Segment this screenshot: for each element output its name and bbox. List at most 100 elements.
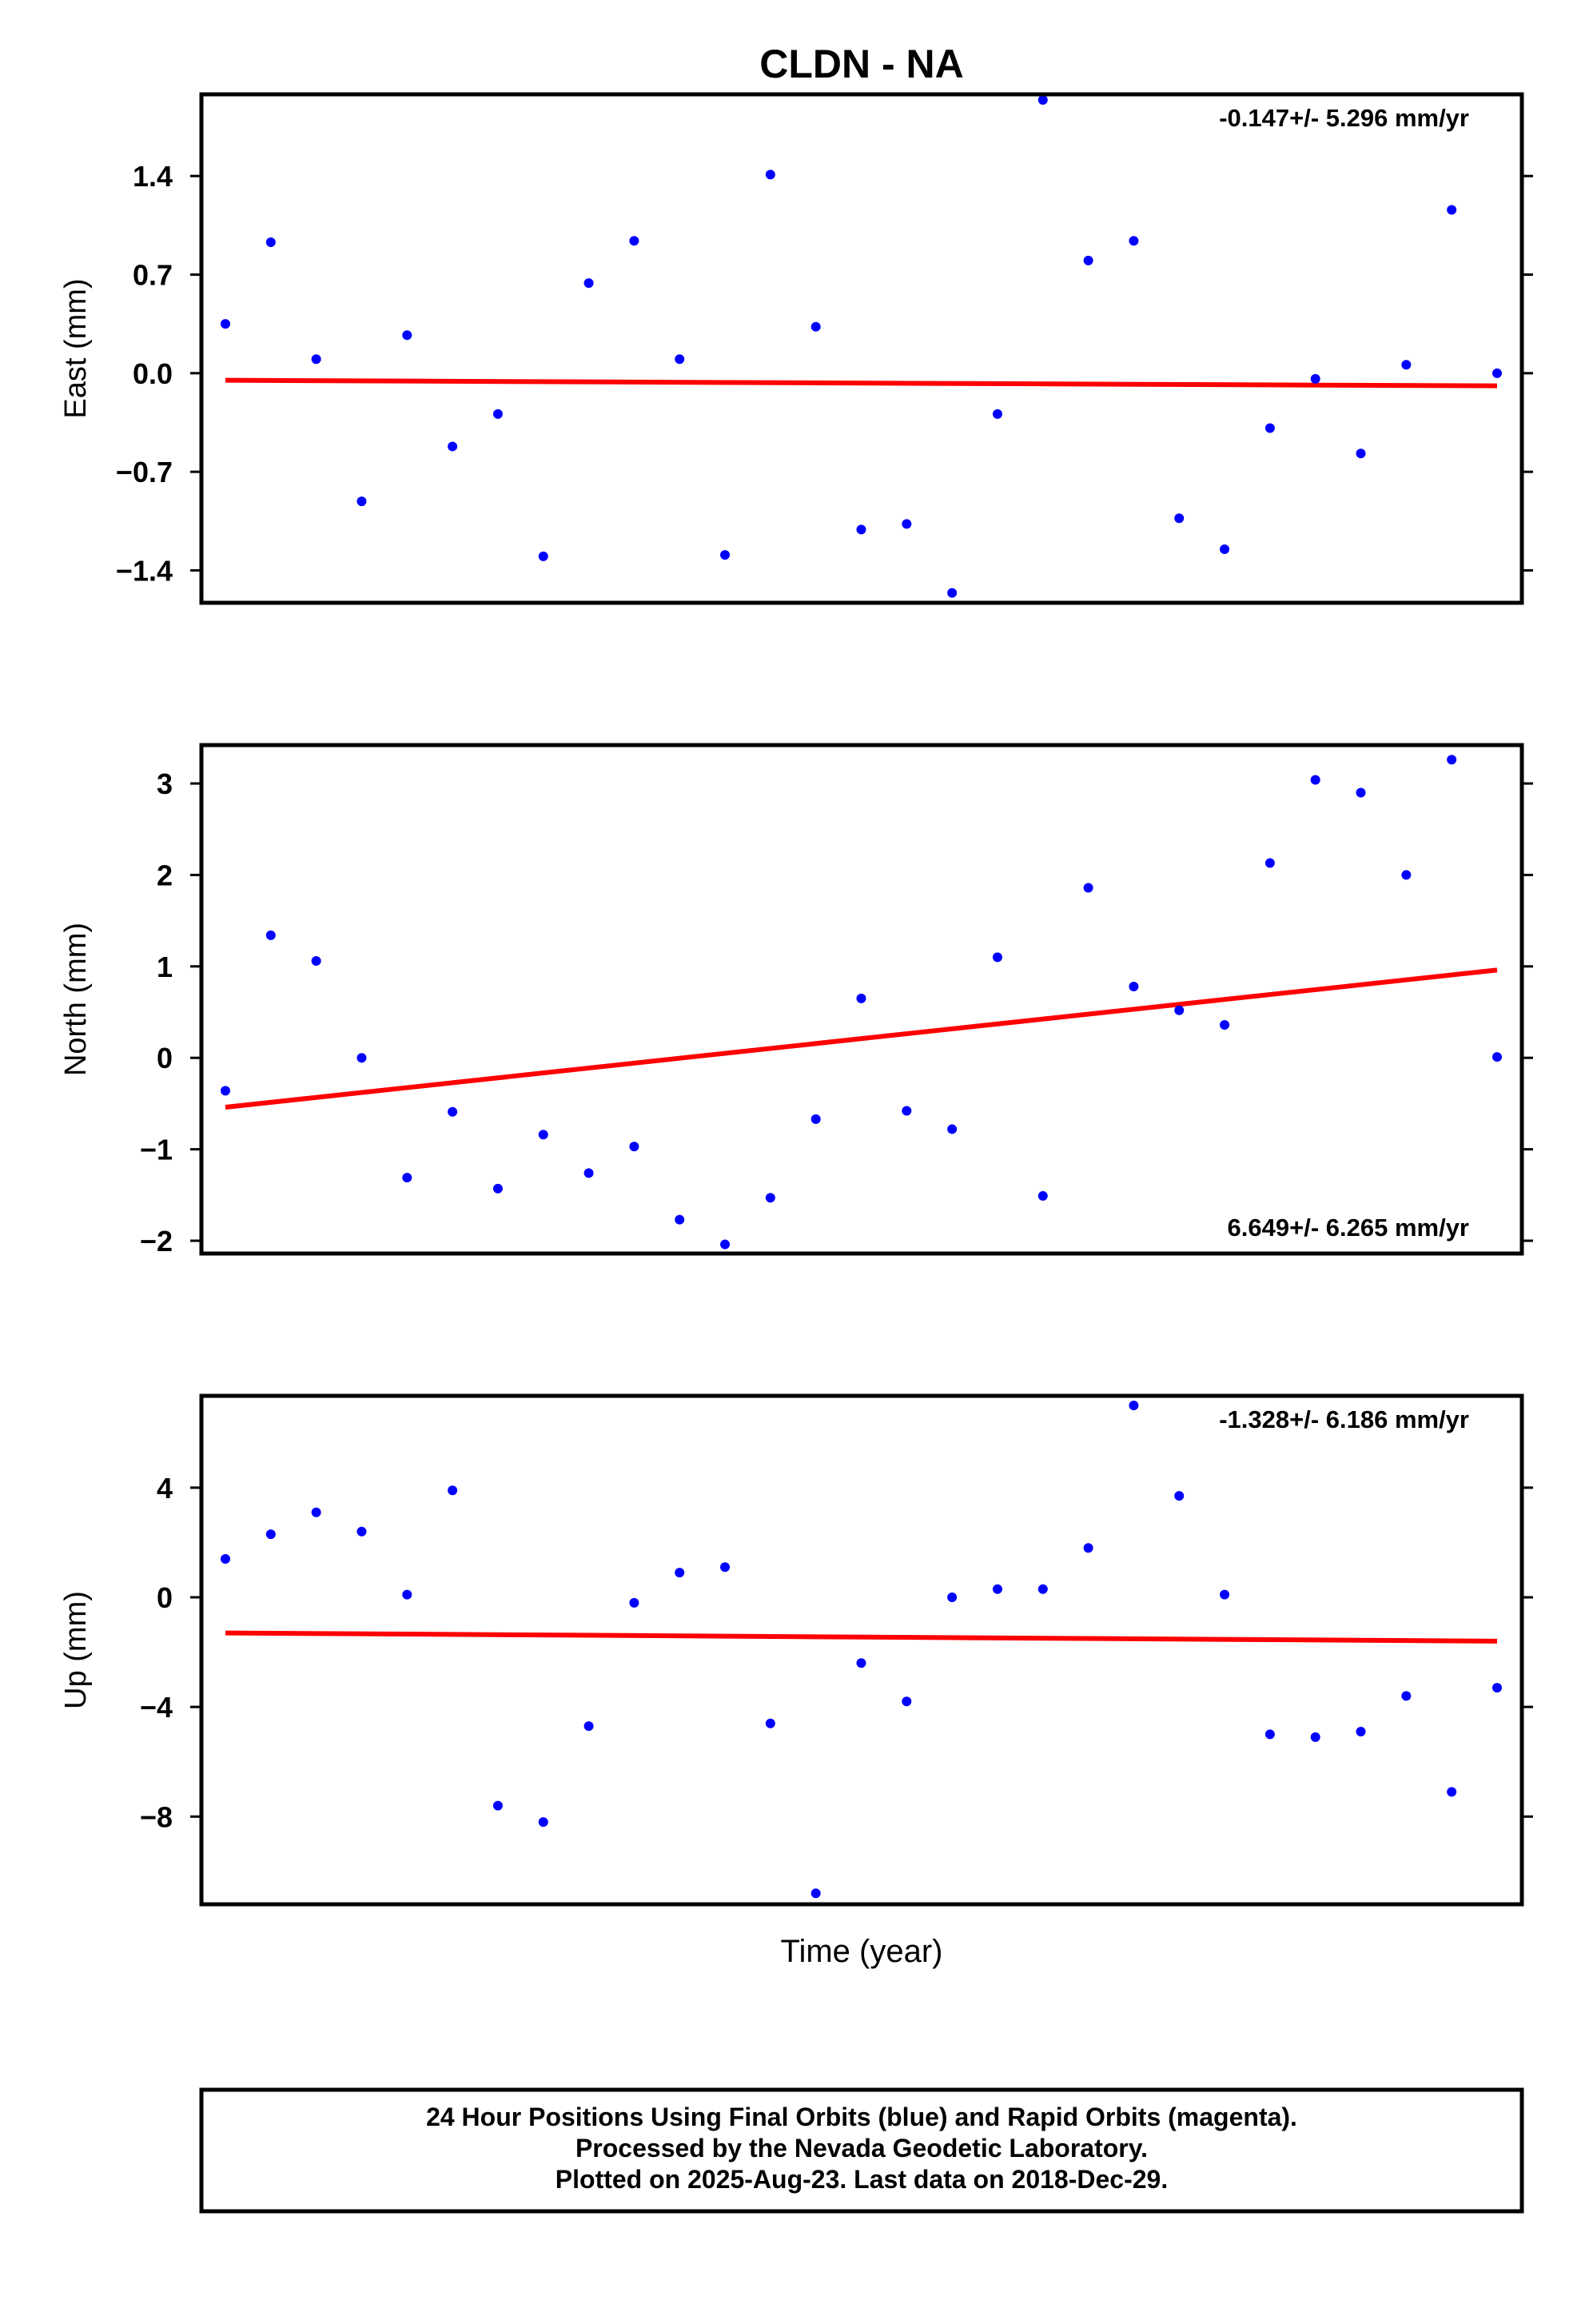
plot-area-north [221, 755, 1502, 1250]
data-point [583, 278, 594, 289]
data-point [265, 930, 276, 940]
data-point [947, 588, 958, 598]
data-point [720, 550, 731, 560]
trend-line [225, 967, 1498, 1110]
y-tick-label: −8 [140, 1800, 173, 1833]
data-point [448, 441, 458, 452]
data-point [356, 496, 367, 507]
plot-area-up [221, 1401, 1502, 1899]
data-point [583, 1168, 594, 1178]
data-point [1492, 1052, 1502, 1062]
y-tick-label: 0 [157, 1042, 173, 1074]
data-point [402, 330, 412, 341]
data-point [492, 1183, 503, 1194]
data-point [538, 551, 548, 561]
data-point [265, 1529, 276, 1540]
data-point [538, 1130, 548, 1140]
data-point [1037, 1190, 1048, 1201]
data-point [675, 1214, 685, 1225]
data-point [1174, 1491, 1185, 1501]
data-point [1310, 775, 1320, 785]
data-point [1401, 1691, 1412, 1701]
y-axis-label-east: East (mm) [59, 278, 93, 418]
data-point [221, 319, 230, 329]
panel-north: −2 −1 0 1 2 3 North (mm) 6.649+/- 6.265 mm/yr [59, 743, 1533, 1258]
data-point [1174, 513, 1185, 524]
footnote-line-1: 24 Hour Positions Using Final Orbits (bl… [426, 2103, 1297, 2131]
panel-frame [199, 92, 1524, 605]
data-point [810, 321, 821, 332]
data-point [1037, 95, 1048, 106]
footnote-line-3: Plotted on 2025-Aug-23. Last data on 201… [556, 2165, 1168, 2194]
data-point [583, 1721, 594, 1732]
panel-frame [199, 743, 1524, 1256]
data-point [1356, 787, 1366, 798]
y-tick-label: 1.4 [133, 160, 173, 193]
data-point [538, 1817, 548, 1828]
data-point [1310, 373, 1320, 384]
data-point [765, 169, 775, 180]
panels: −1.4 −0.7 0.0 0.7 1.4 East (mm) -0.147+/- 5.29… [59, 92, 1533, 1907]
data-point [1129, 981, 1139, 991]
data-point [992, 409, 1002, 419]
data-point [856, 1658, 866, 1668]
data-point [765, 1718, 775, 1728]
data-point [221, 1554, 230, 1564]
data-point [356, 1526, 367, 1537]
data-point [765, 1193, 775, 1203]
data-point [1037, 1584, 1048, 1594]
y-tick-label: 4 [157, 1472, 173, 1505]
data-point [402, 1589, 412, 1600]
y-tick-label: −1 [140, 1134, 173, 1166]
y-tick-label: −1.4 [116, 554, 173, 587]
data-point [992, 952, 1002, 963]
data-point [402, 1173, 412, 1183]
footnote-line-2: Processed by the Nevada Geodetic Laborat… [575, 2134, 1148, 2163]
data-point [1220, 1020, 1230, 1030]
data-point [810, 1114, 821, 1124]
data-point [1447, 755, 1457, 765]
data-point [492, 409, 503, 419]
trend-line [225, 377, 1498, 389]
data-point [1447, 205, 1457, 215]
rate-label-east: -0.147+/- 5.296 mm/yr [1219, 104, 1469, 132]
data-point [1264, 423, 1275, 433]
data-point [1220, 544, 1230, 555]
footnote-frame [199, 2087, 1524, 2214]
y-tick-label: 3 [157, 767, 173, 800]
data-point [265, 237, 276, 247]
data-point [1264, 1729, 1275, 1740]
panel-east: −1.4 −0.7 0.0 0.7 1.4 East (mm) -0.147+/- 5.29… [59, 92, 1533, 605]
data-point [902, 1696, 912, 1707]
data-point [629, 1142, 639, 1152]
y-tick-label: 0.0 [133, 357, 173, 390]
data-point [1129, 236, 1139, 246]
data-point [1083, 255, 1093, 265]
data-point [492, 1800, 503, 1811]
data-point [1401, 360, 1412, 370]
data-point [947, 1593, 958, 1602]
rate-label-up: -1.328+/- 6.186 mm/yr [1219, 1405, 1469, 1433]
data-point [992, 1584, 1002, 1594]
data-point [1220, 1589, 1230, 1600]
data-point [810, 1888, 821, 1899]
data-point [1310, 1732, 1320, 1742]
panel-frame [199, 1393, 1524, 1907]
data-point [1356, 1727, 1366, 1736]
y-tick-label: 0.7 [133, 259, 173, 292]
y-tick-label: 2 [157, 859, 173, 891]
data-point [311, 955, 321, 966]
plot-area-east [221, 95, 1502, 598]
footnote-box: 24 Hour Positions Using Final Orbits (bl… [199, 2087, 1524, 2214]
y-tick-label: −2 [140, 1225, 173, 1258]
y-tick-label: 0 [157, 1581, 173, 1614]
data-point [1447, 1787, 1457, 1797]
x-axis-label: Time (year) [781, 1934, 943, 1969]
data-point [311, 354, 321, 365]
data-point [1264, 858, 1275, 868]
data-point [947, 1124, 958, 1134]
y-axis-label-up: Up (mm) [59, 1591, 93, 1709]
data-point [311, 1507, 321, 1517]
